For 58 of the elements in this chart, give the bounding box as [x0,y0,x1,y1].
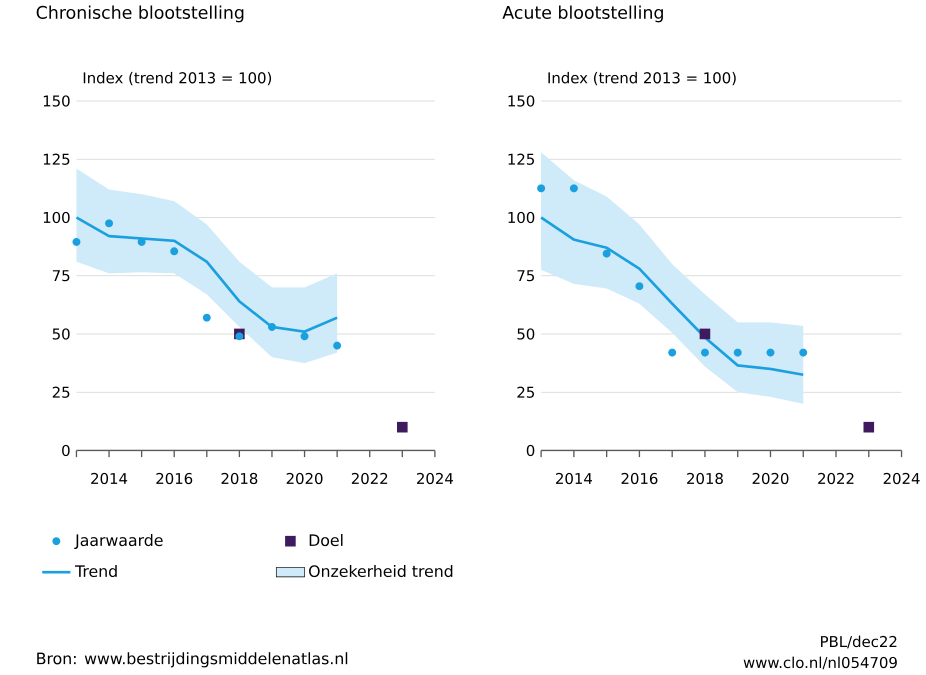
y-tick-label: 125 [44,154,70,165]
legend-label: Jaarwaarde [74,534,163,550]
y-tick-label: 0 [526,444,534,456]
point [700,348,709,357]
y-tick-label: 0 [62,444,70,456]
point [766,348,774,357]
x-tick-label: 2020 [286,472,323,484]
y-tick-label: 50 [517,328,534,340]
x-tick-label: 2022 [352,472,388,484]
point [333,342,342,350]
point [635,282,644,290]
x-tick-label: 2014 [91,472,128,484]
point [863,422,874,433]
y-tick-label: 50 [52,328,70,340]
y-tick-label: 150 [508,95,534,107]
legend-label: Trend [75,565,117,578]
y-tick-label: 75 [52,270,70,282]
point [668,348,676,357]
point [72,238,80,246]
point [537,184,546,192]
y-tick-label: 100 [44,212,70,224]
text: www.clo.nl/nl054709 [744,656,897,670]
y-tick-label: 25 [517,386,534,398]
point [799,348,808,357]
point [700,328,710,340]
x-tick-label: 2024 [884,472,920,484]
x-tick-label: 2018 [222,472,258,484]
point [235,332,244,340]
chart-title: Acute blootstelling [502,6,663,22]
point [397,422,408,433]
y-axis-title: Index (trend 2013 = 100) [548,72,736,86]
point [268,323,276,332]
x-tick-label: 2024 [417,472,453,484]
y-tick-label: 150 [44,95,70,107]
y-tick-label: 75 [518,270,534,282]
point [300,332,309,340]
point [602,250,611,258]
x-tick-label: 2016 [622,472,658,484]
point [734,348,742,357]
y-tick-label: 100 [508,212,534,224]
y-tick-label: 25 [52,386,70,398]
point [170,247,178,256]
x-tick-label: 2014 [556,472,592,484]
point [202,314,211,322]
text: Bron: www.bestrijdingsmiddelenatlas.nl [37,652,348,668]
y-axis-title: Index (trend 2013 = 100) [84,72,272,86]
x-tick-label: 2018 [687,472,723,484]
x-tick-label: 2016 [156,472,192,484]
chart-title: Chronische blootstelling [36,6,244,22]
x-tick-label: 2022 [818,472,854,484]
legend-label: Doel [310,534,342,546]
y-tick-label: 125 [508,154,534,165]
line-series [540,216,805,376]
point [570,184,578,192]
legend-label: Onzekerheid trend [309,565,452,578]
x-tick-label: 2020 [752,472,788,484]
text: PBL/dec22 [821,636,896,648]
point [105,219,114,228]
